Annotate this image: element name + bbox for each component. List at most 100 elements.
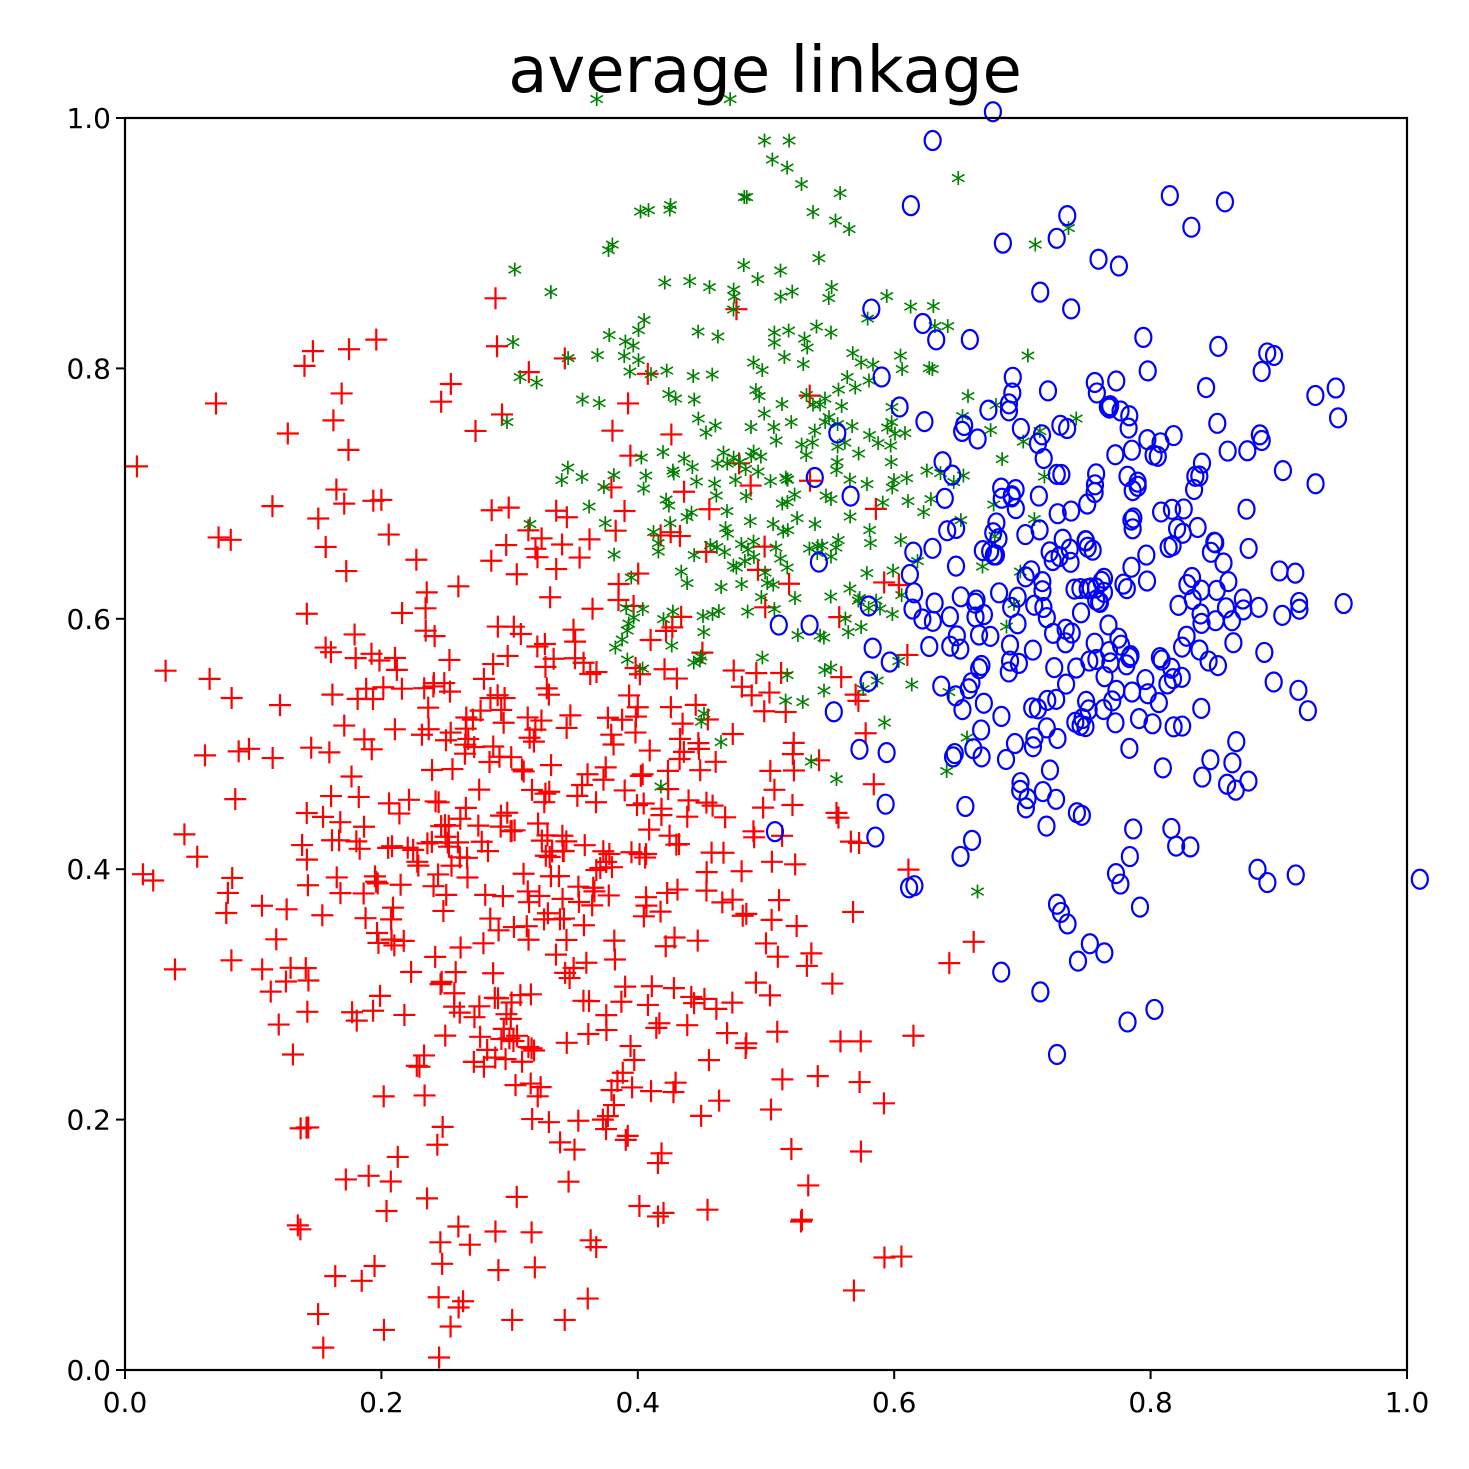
data-point-cluster-1: [307, 507, 330, 530]
data-point-cluster-1: [524, 718, 547, 741]
data-point-cluster-1: [689, 759, 712, 782]
data-point-cluster-2: *: [635, 598, 650, 633]
data-point-cluster-1: [664, 1071, 687, 1094]
data-point-cluster-3: [956, 795, 975, 818]
data-point-cluster-2: *: [830, 435, 845, 470]
data-point-cluster-3: [1016, 566, 1035, 588]
data-point-cluster-1: [193, 744, 216, 767]
data-point-cluster-3: [1162, 498, 1182, 520]
data-point-cluster-1: [375, 1200, 398, 1222]
data-point-cluster-1: [388, 802, 411, 825]
data-point-cluster-3: [1037, 607, 1056, 629]
data-point-cluster-2: *: [657, 271, 672, 306]
data-point-cluster-2: *: [739, 485, 754, 520]
data-point-cluster-1: [848, 1071, 871, 1094]
data-point-cluster-1: [760, 908, 783, 931]
data-point-cluster-2: *: [797, 327, 812, 362]
data-point-cluster-1: [654, 935, 677, 958]
data-point-cluster-1: [568, 546, 591, 569]
data-point-cluster-1: [635, 894, 658, 917]
data-point-cluster-1: [640, 975, 663, 998]
data-point-cluster-1: [335, 560, 358, 583]
data-point-cluster-2: *: [738, 457, 753, 492]
data-point-cluster-2: *: [705, 603, 720, 638]
data-point-cluster-3: [1068, 950, 1088, 972]
x-tick-label: 0.0: [103, 1386, 148, 1419]
data-point-cluster-3: [828, 422, 847, 444]
data-point-cluster-1: [573, 834, 596, 857]
data-point-cluster-2: *: [687, 388, 702, 423]
data-point-cluster-1: [540, 754, 563, 777]
data-point-cluster-3: [1209, 335, 1228, 357]
data-point-cluster-2: *: [615, 628, 630, 663]
data-point-cluster-3: [1025, 727, 1044, 749]
data-point-cluster-1: [334, 1168, 357, 1191]
data-point-cluster-3: [1031, 281, 1050, 303]
data-point-cluster-3: [969, 624, 989, 646]
data-point-cluster-1: [735, 902, 758, 925]
data-point-cluster-3: [1009, 652, 1028, 674]
data-point-cluster-3: [1164, 424, 1183, 447]
data-point-cluster-1: [698, 498, 721, 521]
data-point-cluster-3: [765, 821, 785, 843]
data-point-cluster-1: [452, 1290, 475, 1313]
data-point-cluster-3: [1023, 736, 1043, 758]
y-tick-label: 0.4: [66, 853, 111, 886]
data-point-cluster-3: [1025, 594, 1044, 616]
data-point-cluster-3: [1120, 845, 1139, 868]
data-point-cluster-2: *: [802, 537, 817, 572]
data-point-cluster-3: [1047, 1043, 1067, 1066]
data-point-cluster-3: [1298, 700, 1317, 722]
data-point-cluster-1: [595, 1118, 618, 1141]
data-point-cluster-1: [413, 677, 436, 700]
data-point-cluster-1: [658, 824, 681, 847]
data-point-cluster-1: [558, 967, 581, 990]
data-point-cluster-1: [505, 1185, 528, 1208]
data-point-cluster-3: [1328, 407, 1348, 429]
data-point-cluster-1: [517, 928, 540, 951]
data-point-cluster-1: [562, 957, 585, 980]
data-point-cluster-1: [766, 1020, 789, 1043]
data-point-cluster-2: *: [831, 378, 846, 413]
data-point-cluster-3: [1206, 532, 1225, 554]
data-point-cluster-2: *: [888, 422, 903, 457]
data-point-cluster-2: *: [663, 511, 678, 546]
data-point-cluster-1: [829, 1030, 852, 1053]
data-point-cluster-1: [624, 721, 647, 744]
data-point-cluster-2: *: [755, 646, 770, 681]
data-point-cluster-2: *: [871, 432, 886, 467]
data-point-cluster-1: [601, 419, 624, 442]
data-point-cluster-1: [276, 422, 299, 445]
data-point-cluster-1: [384, 646, 407, 669]
data-point-cluster-2: *: [665, 600, 680, 635]
data-point-cluster-2: *: [727, 285, 742, 320]
data-point-cluster-2: *: [842, 577, 857, 612]
data-point-cluster-3: [1120, 405, 1139, 427]
data-point-cluster-3: [915, 411, 934, 433]
data-point-cluster-2: *: [651, 540, 666, 575]
data-point-cluster-2: *: [755, 358, 770, 393]
data-point-cluster-2: *: [805, 431, 820, 466]
data-point-cluster-2: *: [748, 378, 763, 413]
data-point-cluster-3: [992, 487, 1011, 509]
data-point-cluster-3: [1124, 818, 1143, 840]
data-point-cluster-1: [484, 1220, 507, 1243]
data-point-cluster-1: [307, 1303, 330, 1326]
data-point-cluster-1: [614, 975, 637, 998]
data-point-cluster-2: *: [754, 585, 769, 620]
data-point-cluster-1: [383, 718, 406, 741]
data-point-cluster-3: [1410, 868, 1429, 890]
data-point-cluster-3: [1078, 536, 1097, 558]
data-point-cluster-1: [613, 779, 636, 802]
data-point-cluster-3: [943, 464, 962, 486]
data-point-cluster-3: [1033, 571, 1052, 593]
data-point-cluster-1: [439, 373, 462, 396]
data-point-cluster-3: [1111, 400, 1130, 422]
data-point-cluster-2: *: [734, 572, 749, 607]
data-point-cluster-2: *: [773, 259, 788, 294]
data-point-cluster-2: *: [1016, 430, 1031, 465]
data-point-cluster-1: [501, 1308, 524, 1331]
data-point-cluster-1: [297, 969, 320, 992]
data-point-cluster-1: [571, 774, 594, 797]
data-point-cluster-1: [557, 1170, 580, 1193]
